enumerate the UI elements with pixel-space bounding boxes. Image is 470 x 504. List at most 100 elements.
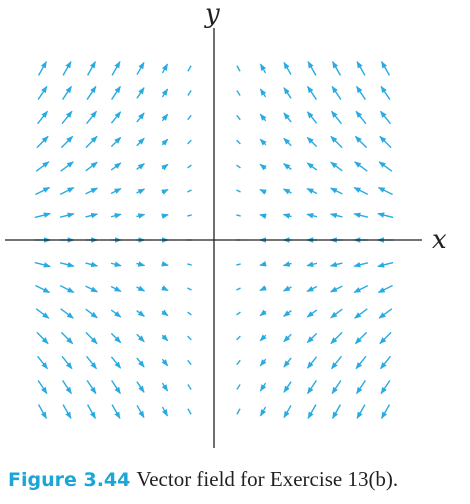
field-arrow	[331, 404, 342, 419]
field-arrow	[259, 358, 267, 367]
field-arrow	[259, 163, 267, 171]
field-arrow	[236, 311, 241, 316]
field-arrow	[306, 111, 318, 124]
field-arrow	[236, 90, 241, 96]
field-arrow	[377, 212, 394, 219]
field-arrow	[259, 63, 267, 74]
field-arrow	[353, 212, 369, 219]
field-arrow	[283, 163, 292, 170]
field-arrow	[330, 285, 343, 293]
field-arrow	[236, 139, 241, 145]
field-arrow	[356, 85, 366, 100]
field-arrow	[110, 213, 122, 219]
field-arrow	[259, 261, 267, 267]
field-arrow	[85, 331, 98, 345]
field-arrow	[136, 188, 146, 195]
field-arrow	[161, 285, 169, 292]
field-arrow	[187, 114, 192, 121]
field-arrow	[136, 333, 145, 343]
field-arrow	[85, 135, 98, 149]
field-arrow	[259, 113, 267, 122]
field-arrow	[86, 380, 97, 395]
y-axis-label: y	[204, 0, 220, 29]
field-arrow	[306, 187, 318, 195]
field-arrow	[110, 261, 122, 267]
field-arrow	[110, 162, 122, 171]
field-arrow	[355, 355, 367, 370]
field-arrow	[378, 161, 393, 172]
field-arrow	[62, 404, 72, 419]
field-arrow	[353, 186, 369, 196]
field-arrow	[380, 61, 391, 76]
field-arrow	[161, 358, 169, 367]
field-arrow	[306, 261, 318, 267]
field-arrow	[331, 61, 342, 76]
field-arrow	[187, 164, 192, 169]
field-arrow	[59, 212, 75, 219]
field-arrow	[306, 285, 318, 293]
field-arrow	[236, 164, 241, 169]
field-arrow	[59, 284, 75, 294]
field-arrow	[259, 406, 267, 417]
field-arrow	[236, 384, 241, 390]
field-arrow	[136, 261, 146, 267]
field-arrow	[136, 381, 145, 393]
field-arrow	[136, 163, 145, 170]
field-arrow	[110, 309, 122, 318]
field-arrow	[161, 188, 169, 195]
field-arrow	[136, 112, 145, 123]
field-arrow	[329, 261, 343, 268]
field-arrow	[85, 187, 98, 195]
field-arrow	[307, 404, 317, 419]
field-arrow	[380, 404, 391, 419]
field-arrow	[283, 137, 292, 147]
field-arrow	[377, 284, 393, 294]
field-arrow	[187, 139, 192, 145]
x-axis-label: x	[432, 225, 447, 255]
field-arrow	[37, 110, 48, 125]
field-arrow	[60, 135, 74, 149]
field-arrow	[259, 188, 267, 195]
field-arrow	[85, 212, 99, 219]
field-arrow	[283, 310, 292, 317]
field-arrow	[187, 214, 192, 217]
field-arrow	[85, 285, 98, 293]
field-arrow	[62, 85, 72, 100]
vector-field-figure: x y	[5, 0, 447, 448]
field-arrow	[110, 285, 122, 293]
field-arrow	[380, 110, 391, 125]
field-arrow	[187, 359, 192, 366]
field-arrow	[35, 308, 50, 319]
field-arrow	[187, 263, 192, 266]
field-arrow	[282, 261, 292, 267]
field-arrow	[37, 404, 48, 419]
field-arrow	[354, 331, 368, 345]
field-arrow	[379, 331, 392, 345]
field-arrow	[330, 135, 343, 149]
field-arrow	[283, 381, 292, 393]
field-arrow	[377, 186, 393, 196]
field-arrow	[86, 404, 97, 419]
field-arrow	[37, 85, 48, 100]
field-arrow	[35, 284, 51, 294]
field-arrow	[85, 261, 99, 268]
field-arrow	[330, 187, 343, 195]
field-arrow	[236, 263, 241, 266]
field-arrow	[110, 332, 122, 344]
field-arrow	[111, 61, 121, 76]
field-arrow	[62, 61, 72, 76]
field-arrow	[86, 85, 97, 100]
field-arrow	[62, 380, 72, 395]
field-arrow	[353, 284, 369, 294]
field-arrow	[161, 138, 169, 146]
field-arrow	[377, 261, 394, 268]
figure-number: Figure 3.44	[8, 469, 131, 491]
field-arrow	[161, 334, 169, 342]
field-arrow	[236, 114, 241, 121]
field-arrow	[85, 308, 98, 319]
field-arrow	[187, 384, 192, 390]
field-arrow	[236, 287, 241, 291]
field-arrow	[307, 61, 317, 76]
field-arrow	[330, 161, 343, 172]
field-arrow	[236, 359, 241, 366]
